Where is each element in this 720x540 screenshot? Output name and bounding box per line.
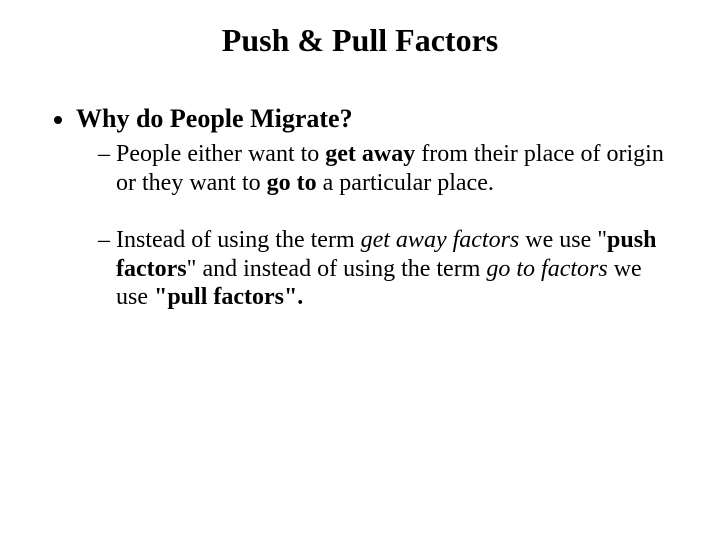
bullet-main-heading: Why do People Migrate? [76, 104, 353, 133]
sub-bullet-2: Instead of using the term get away facto… [98, 226, 672, 312]
sub1-text3: a particular place. [317, 170, 494, 196]
sub2-text3: " and instead of using the term [187, 256, 487, 282]
bullet-main: Why do People Migrate? People either wan… [76, 103, 672, 312]
sub-bullet-1: People either want to get away from thei… [98, 140, 672, 198]
slide-title: Push & Pull Factors [48, 22, 672, 59]
sub2-text1: Instead of using the term [116, 227, 361, 253]
slide-content: Why do People Migrate? People either wan… [48, 103, 672, 312]
bullet-list-level2: People either want to get away from thei… [76, 140, 672, 312]
sub2-text2: we use " [519, 227, 607, 253]
sub1-bold1: get away [325, 141, 415, 167]
bullet-list-level1: Why do People Migrate? People either wan… [48, 103, 672, 312]
sub2-italic1: get away factors [361, 227, 520, 253]
sub1-bold2: go to [267, 170, 317, 196]
sub1-text1: People either want to [116, 141, 325, 167]
sub2-bold2: "pull factors". [154, 284, 303, 310]
sub2-italic2: go to factors [486, 256, 613, 282]
